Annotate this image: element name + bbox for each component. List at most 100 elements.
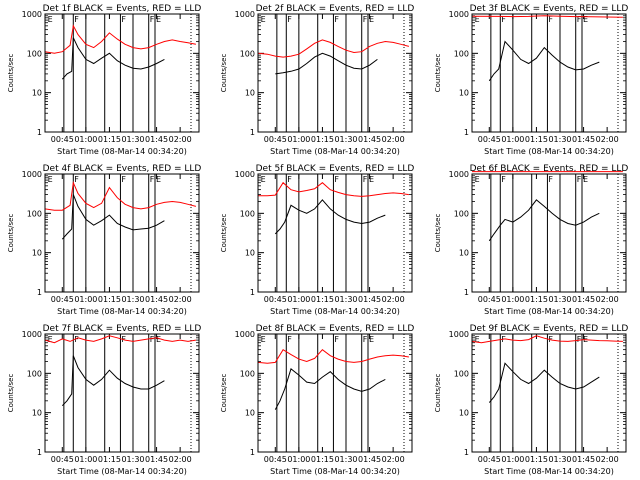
attenuator-marker: E <box>261 175 266 184</box>
plot-frame <box>471 173 627 293</box>
detector-panel: Det 4f BLACK = Events, RED = LLD Counts/s… <box>7 164 201 316</box>
y-axis-label: Counts/sec <box>7 214 15 253</box>
x-tick-label: 01:15 <box>98 295 121 304</box>
x-tick-label: 01:45 <box>145 295 168 304</box>
lld-series-line <box>44 180 197 211</box>
x-tick-label: 01:15 <box>98 455 121 464</box>
x-tick-label: 00:45 <box>478 135 501 144</box>
x-tick-label: 00:45 <box>51 135 74 144</box>
events-series-line <box>61 355 165 407</box>
x-tick-label: 02:00 <box>596 295 619 304</box>
panel-title: Det 9f BLACK = Events, RED = LLD <box>470 324 629 334</box>
x-tick-label: 01:00 <box>287 135 310 144</box>
x-tick-label: 01:00 <box>287 455 310 464</box>
attenuator-marker: F <box>548 15 553 24</box>
x-axis-label: Start Time (08-Mar-14 00:34:20) <box>57 307 187 316</box>
x-tick-label: 01:30 <box>548 455 571 464</box>
x-axis-label: Start Time (08-Mar-14 00:34:20) <box>270 467 400 476</box>
y-tick-label: 100 <box>240 49 255 58</box>
y-tick-label: 10 <box>32 89 42 98</box>
x-tick-label: 01:45 <box>358 135 381 144</box>
attenuator-marker: F <box>577 175 582 184</box>
events-series-line <box>61 37 165 80</box>
x-axis-label: Start Time (08-Mar-14 00:34:20) <box>57 467 187 476</box>
attenuator-marker: F <box>501 15 506 24</box>
attenuator-marker: F <box>287 335 292 344</box>
attenuator-marker: E <box>261 15 266 24</box>
y-axis-label: Counts/sec <box>220 214 228 253</box>
attenuator-marker: E <box>475 335 480 344</box>
x-tick-label: 01:15 <box>525 295 548 304</box>
x-tick-label: 01:30 <box>121 455 144 464</box>
lld-series-line <box>44 335 196 344</box>
attenuator-marker: F <box>363 15 368 24</box>
lld-series-line <box>471 335 623 344</box>
y-tick-label: 1 <box>250 448 255 457</box>
x-tick-label: 01:30 <box>334 135 357 144</box>
x-tick-label: 01:00 <box>501 295 524 304</box>
y-tick-label: 1 <box>464 448 469 457</box>
y-tick-label: 10 <box>245 89 255 98</box>
panel-title: Det 7f BLACK = Events, RED = LLD <box>43 324 202 334</box>
y-tick-label: 1000 <box>449 330 469 339</box>
y-tick-label: 1 <box>250 288 255 297</box>
y-axis-label: Counts/sec <box>434 214 442 253</box>
panel-title: Det 8f BLACK = Events, RED = LLD <box>256 324 415 334</box>
x-tick-label: 00:45 <box>264 295 287 304</box>
plot-frame <box>471 333 627 453</box>
x-axis-label: Start Time (08-Mar-14 00:34:20) <box>484 467 614 476</box>
attenuator-marker: E <box>48 175 53 184</box>
x-tick-label: 01:45 <box>145 135 168 144</box>
y-tick-label: 1 <box>250 128 255 137</box>
y-tick-label: 1000 <box>235 330 255 339</box>
y-tick-label: 10 <box>459 249 469 258</box>
x-tick-label: 01:30 <box>548 295 571 304</box>
attenuator-marker: E <box>156 15 161 24</box>
x-tick-label: 02:00 <box>382 295 405 304</box>
attenuator-marker: F <box>577 335 582 344</box>
attenuator-marker: E <box>48 15 53 24</box>
events-series-line <box>488 362 600 403</box>
y-tick-label: 100 <box>27 49 42 58</box>
x-tick-label: 01:15 <box>311 135 334 144</box>
x-tick-label: 02:00 <box>596 135 619 144</box>
x-tick-label: 01:00 <box>74 295 97 304</box>
attenuator-marker: F <box>121 15 126 24</box>
y-tick-label: 1 <box>37 288 42 297</box>
x-tick-label: 02:00 <box>169 455 192 464</box>
x-axis-label: Start Time (08-Mar-14 00:34:20) <box>270 147 400 156</box>
attenuator-marker: F <box>150 175 155 184</box>
x-tick-label: 01:45 <box>572 295 595 304</box>
x-tick-label: 01:30 <box>334 455 357 464</box>
y-tick-label: 10 <box>459 89 469 98</box>
events-series-line <box>274 368 386 410</box>
detector-panel: Det 2f BLACK = Events, RED = LLD Counts/s… <box>220 4 414 156</box>
x-tick-label: 01:15 <box>311 455 334 464</box>
x-tick-label: 00:45 <box>264 455 287 464</box>
panel-title: Det 4f BLACK = Events, RED = LLD <box>43 164 202 174</box>
y-tick-label: 100 <box>454 49 469 58</box>
y-tick-label: 100 <box>240 369 255 378</box>
x-tick-label: 01:15 <box>525 455 548 464</box>
y-tick-label: 1000 <box>22 170 42 179</box>
y-axis-label: Counts/sec <box>7 54 15 93</box>
attenuator-marker: F <box>287 175 292 184</box>
x-tick-label: 01:45 <box>358 455 381 464</box>
x-tick-label: 02:00 <box>382 135 405 144</box>
detector-panel: Det 6f BLACK = Events, RED = LLD Counts/s… <box>434 164 628 316</box>
x-tick-label: 01:30 <box>121 295 144 304</box>
attenuator-marker: F <box>150 15 155 24</box>
y-tick-label: 100 <box>240 209 255 218</box>
y-tick-label: 10 <box>32 409 42 418</box>
y-tick-label: 1 <box>464 128 469 137</box>
lld-series-line <box>258 181 409 197</box>
attenuator-marker: E <box>369 335 374 344</box>
attenuator-marker: F <box>121 175 126 184</box>
attenuator-marker: F <box>287 15 292 24</box>
y-axis-label: Counts/sec <box>220 54 228 93</box>
events-series-line <box>488 199 600 242</box>
attenuator-marker: F <box>577 15 582 24</box>
x-tick-label: 00:45 <box>264 135 287 144</box>
y-tick-label: 1000 <box>235 170 255 179</box>
